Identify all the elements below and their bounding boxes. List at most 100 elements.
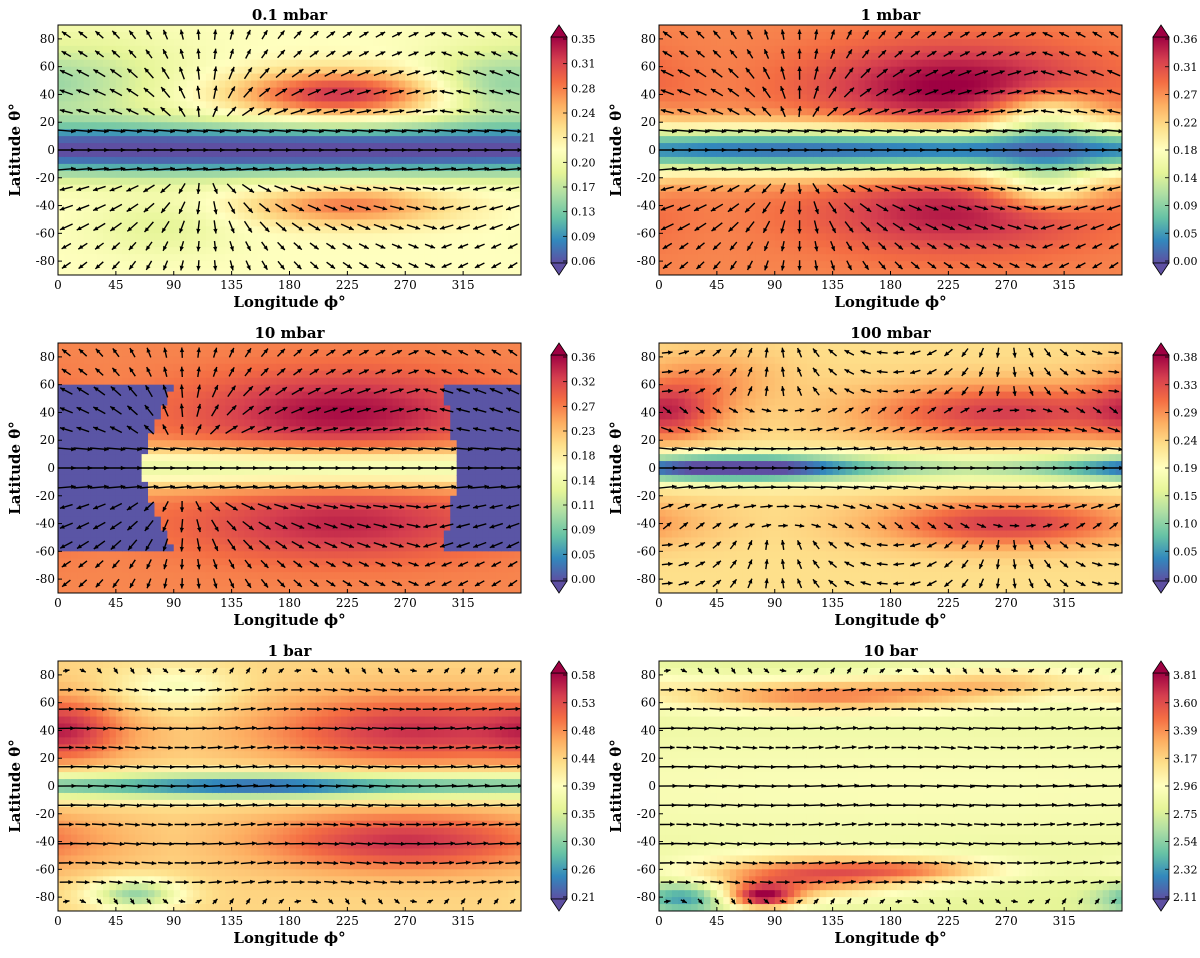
wind-arrow-head — [398, 206, 404, 211]
heatmap-cell — [443, 233, 451, 241]
heatmap-cell — [353, 150, 361, 158]
heatmap-cell — [244, 59, 252, 68]
heatmap-cell — [832, 254, 840, 262]
heatmap-cell — [167, 240, 175, 248]
heatmap-cell — [70, 205, 78, 214]
heatmap-cell — [180, 163, 188, 172]
heatmap-cell — [167, 101, 175, 109]
heatmap-cell — [761, 52, 769, 61]
heatmap-cell — [826, 240, 834, 248]
heatmap-cell — [289, 177, 297, 186]
heatmap-cell — [205, 45, 213, 54]
heatmap-cell — [141, 198, 149, 207]
heatmap-cell — [424, 150, 432, 158]
heatmap-cell — [437, 25, 445, 33]
heatmap-cell — [128, 226, 136, 234]
heatmap-cell — [360, 31, 368, 40]
heatmap-cell — [225, 25, 233, 33]
heatmap-cell — [450, 73, 458, 82]
heatmap-cell — [839, 177, 847, 186]
heatmap-cell — [729, 87, 737, 96]
heatmap-cell — [768, 150, 776, 158]
heatmap-cell — [154, 205, 162, 214]
colorbar-extend-min — [550, 262, 568, 276]
heatmap-cell — [334, 122, 342, 130]
heatmap-cell — [929, 219, 937, 227]
heatmap-cell — [774, 25, 782, 33]
heatmap-cell — [334, 150, 342, 158]
heatmap-cell — [794, 59, 802, 68]
heatmap-cell — [283, 219, 291, 227]
heatmap-cell — [929, 233, 937, 241]
heatmap-cell — [787, 129, 795, 137]
heatmap-cell — [761, 59, 769, 68]
heatmap-cell — [392, 156, 400, 165]
heatmap-cell — [58, 52, 66, 61]
heatmap-cell — [257, 247, 265, 255]
heatmap-cell — [482, 205, 490, 214]
heatmap-cell — [749, 94, 757, 102]
heatmap-cell — [723, 184, 731, 193]
heatmap-cell — [160, 31, 168, 40]
wind-arrow-head — [196, 228, 201, 234]
heatmap-cell — [495, 129, 503, 137]
heatmap-cell — [186, 73, 194, 82]
heatmap-cell — [475, 219, 484, 227]
heatmap-cell — [514, 156, 521, 165]
heatmap-cell — [347, 198, 355, 207]
heatmap-cell — [495, 115, 503, 123]
heatmap-cell — [366, 247, 374, 255]
heatmap-cell — [806, 198, 814, 207]
heatmap-cell — [109, 254, 117, 262]
wind-arrow-head — [456, 89, 462, 94]
heatmap-cell — [794, 240, 802, 248]
heatmap-cell — [58, 143, 66, 151]
heatmap-cell — [180, 25, 188, 33]
heatmap-cell — [665, 163, 673, 172]
heatmap-cell — [135, 115, 143, 123]
heatmap-cell — [199, 240, 207, 248]
heatmap-cell — [890, 129, 898, 137]
heatmap-cell — [263, 38, 271, 47]
heatmap-cell — [704, 177, 712, 186]
heatmap-cell — [315, 45, 323, 54]
heatmap-cell — [456, 66, 464, 75]
heatmap-cell — [302, 87, 310, 96]
heatmap-cell — [488, 261, 496, 269]
heatmap-cell — [659, 177, 667, 186]
heatmap-cell — [787, 101, 795, 109]
wind-arrow-head — [144, 227, 150, 232]
heatmap-cell — [430, 52, 438, 61]
heatmap-cell — [450, 268, 458, 275]
heatmap-cell — [659, 80, 667, 89]
heatmap-cell — [328, 240, 336, 248]
heatmap-cell — [678, 198, 686, 207]
heatmap-cell — [77, 254, 85, 262]
heatmap-cell — [353, 247, 361, 255]
heatmap-cell — [392, 59, 400, 68]
heatmap-cell — [710, 31, 718, 40]
heatmap-cell — [353, 73, 361, 82]
heatmap-cell — [819, 45, 827, 54]
heatmap-cell — [276, 205, 284, 214]
heatmap-cell — [353, 101, 361, 109]
heatmap-cell — [469, 136, 477, 144]
heatmap-cell — [302, 156, 310, 165]
heatmap-cell — [148, 268, 156, 275]
heatmap-cell — [70, 38, 78, 47]
heatmap-cell — [787, 170, 795, 179]
heatmap-cell — [154, 226, 162, 234]
heatmap-cell — [916, 233, 924, 241]
heatmap-cell — [716, 143, 724, 151]
heatmap-cell — [929, 143, 937, 151]
heatmap-cell — [96, 198, 104, 207]
heatmap-cell — [684, 226, 692, 234]
heatmap-cell — [761, 122, 769, 130]
heatmap-cell — [263, 136, 271, 144]
heatmap-cell — [935, 73, 943, 82]
heatmap-cell — [761, 101, 769, 109]
heatmap-cell — [437, 268, 445, 275]
heatmap-cell — [398, 59, 406, 68]
heatmap-cell — [781, 45, 789, 54]
heatmap-cell — [193, 38, 201, 47]
